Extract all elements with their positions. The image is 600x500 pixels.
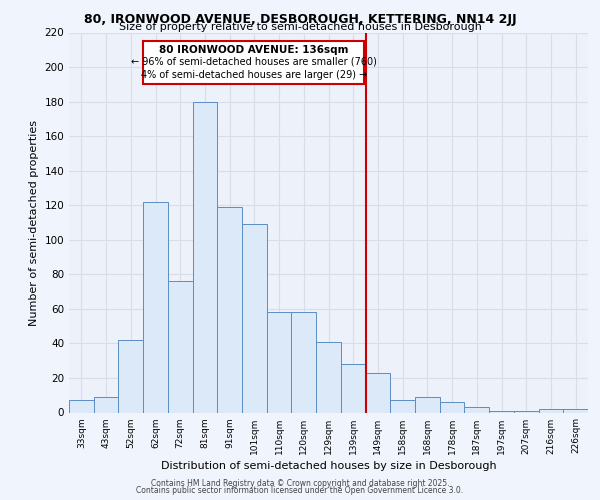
Text: 4% of semi-detached houses are larger (29) →: 4% of semi-detached houses are larger (2… xyxy=(140,70,367,81)
Bar xyxy=(193,102,217,412)
X-axis label: Distribution of semi-detached houses by size in Desborough: Distribution of semi-detached houses by … xyxy=(161,460,496,470)
Bar xyxy=(563,409,588,412)
Bar xyxy=(242,224,267,412)
Bar xyxy=(267,312,292,412)
Bar xyxy=(94,397,118,412)
Y-axis label: Number of semi-detached properties: Number of semi-detached properties xyxy=(29,120,39,326)
Bar xyxy=(168,281,193,412)
Bar xyxy=(143,202,168,412)
Bar xyxy=(390,400,415,412)
Bar xyxy=(118,340,143,412)
Text: 80, IRONWOOD AVENUE, DESBOROUGH, KETTERING, NN14 2JJ: 80, IRONWOOD AVENUE, DESBOROUGH, KETTERI… xyxy=(83,12,517,26)
Bar xyxy=(217,207,242,412)
Bar xyxy=(341,364,365,412)
Bar xyxy=(489,411,514,412)
FancyBboxPatch shape xyxy=(143,41,364,84)
Bar xyxy=(464,408,489,412)
Text: Contains HM Land Registry data © Crown copyright and database right 2025.: Contains HM Land Registry data © Crown c… xyxy=(151,478,449,488)
Bar xyxy=(69,400,94,412)
Bar xyxy=(415,397,440,412)
Bar xyxy=(539,409,563,412)
Text: Contains public sector information licensed under the Open Government Licence 3.: Contains public sector information licen… xyxy=(136,486,464,495)
Text: ← 96% of semi-detached houses are smaller (760): ← 96% of semi-detached houses are smalle… xyxy=(131,56,377,66)
Bar xyxy=(440,402,464,412)
Bar xyxy=(316,342,341,412)
Bar xyxy=(514,411,539,412)
Bar xyxy=(292,312,316,412)
Bar xyxy=(365,373,390,412)
Text: Size of property relative to semi-detached houses in Desborough: Size of property relative to semi-detach… xyxy=(119,22,481,32)
Text: 80 IRONWOOD AVENUE: 136sqm: 80 IRONWOOD AVENUE: 136sqm xyxy=(159,44,349,54)
